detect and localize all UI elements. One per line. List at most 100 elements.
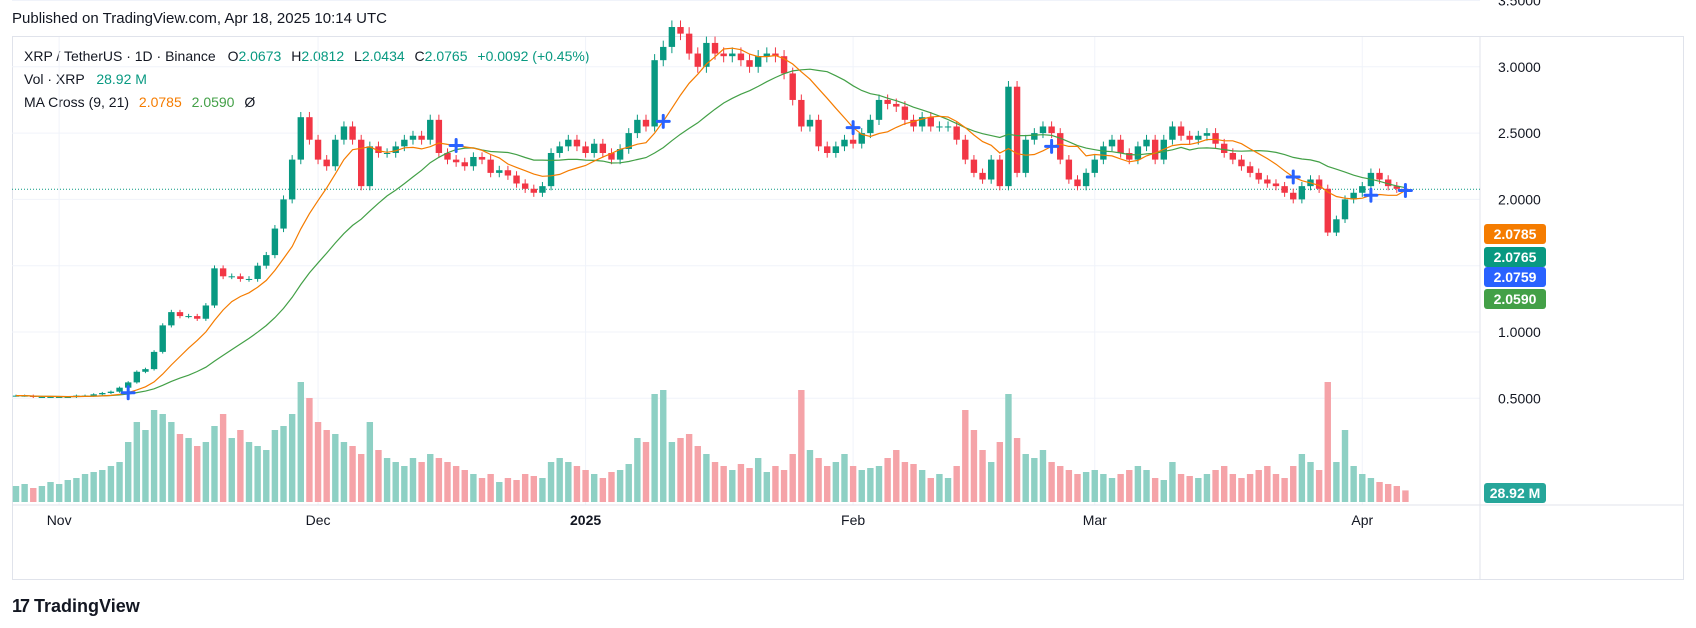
volume-bar [116,462,123,502]
candle-body [660,46,667,61]
candle-body [271,228,279,256]
candle-body [754,56,762,67]
volume-bar [142,430,149,502]
candle-body [297,117,304,160]
legend-volume-value: 28.92 M [96,71,147,87]
candle-body [944,126,952,128]
candle-body [323,159,330,167]
volume-bar [1177,474,1185,502]
ma-cross-markers [120,113,1413,401]
volume-bar [306,398,313,502]
candle-body [1350,192,1357,200]
volume-bar [737,464,745,502]
volume-bar [530,476,537,502]
candle-body [884,99,891,104]
volume-bar [340,442,348,502]
legend-low-label: L [354,48,362,64]
volume-bar [47,482,54,502]
volume-bar [927,478,934,502]
candle-body [263,255,270,266]
volume-bar [81,474,89,502]
volume-bar [1290,466,1297,502]
candle-body [150,351,158,370]
candle-body [1264,179,1271,184]
candle-body [1022,139,1029,173]
ma-fast-line [16,47,1406,398]
candle-body [1100,146,1107,160]
candle-body [133,371,141,383]
volume-bar [996,442,1004,502]
volume-bar [625,464,632,502]
candle-body [565,139,572,147]
tradingview-logo[interactable]: 17 TradingView [12,596,140,617]
volume-bar [461,470,468,502]
legend-volume-label[interactable]: Vol · XRP [24,71,85,87]
candle-body [556,146,563,153]
volume-bar [99,470,106,502]
candle-body [401,139,408,147]
volume-bar [754,458,762,502]
candle-body [737,53,745,61]
candle-body [634,119,641,134]
volume-bar [1005,394,1012,502]
ma-cross-marker [1397,182,1413,198]
volume-bar [444,462,451,502]
volume-bar [504,478,512,502]
candle-body [867,119,874,134]
volume-bar [55,484,63,502]
legend-ma-label[interactable]: MA Cross (9, 21) [24,94,130,110]
volume-bar [185,438,192,502]
candle-body [1384,179,1392,187]
volume-bar [375,450,382,502]
candle-body [47,396,54,398]
volume-bar [435,458,443,502]
volume-bar [918,470,926,502]
candle-body [1333,219,1340,233]
volume-bar [746,468,753,502]
candle-body [427,119,434,140]
volume-bar [953,466,960,502]
candle-body [720,53,727,57]
candle-body [1255,172,1262,180]
legend-ma-hidden-symbol[interactable]: Ø [244,94,256,110]
legend-symbol[interactable]: XRP / TetherUS · 1D · Binance [24,48,216,64]
volume-bar [418,462,425,502]
candle-body [288,159,296,200]
candle-body [573,139,581,147]
candle-body [202,305,210,319]
candle-body [452,159,460,163]
volume-bar [358,454,365,502]
volume-bar [383,458,391,502]
volume-bar [1195,478,1202,502]
candle-body [55,396,63,398]
volume-bar [470,474,477,502]
candle-body [789,73,796,100]
legend-change: +0.0092 (+0.45%) [477,48,590,64]
candle-body [194,316,201,319]
candle-body [806,119,814,127]
volume-bar [944,478,952,502]
candle-body [1091,159,1098,173]
candle-body [849,139,857,144]
legend-volume-row: Vol · XRP 28.92 M [24,71,147,87]
candle-body [711,42,719,54]
volume-bar [824,466,831,502]
candle-body [487,159,494,173]
volume-bar [539,478,546,502]
candle-body [927,117,934,127]
volume-bar [219,414,227,502]
volume-bar [478,478,486,502]
time-axis[interactable]: Nov Dec 2025 Feb Mar Apr [47,512,1374,528]
price-axis[interactable]: 3.50003.00002.50002.00001.50001.00000.50… [1498,0,1541,406]
volume-bar [1100,474,1107,502]
volume-bar [487,474,494,502]
candle-body [970,159,978,173]
candle-body [1117,139,1124,153]
volume-bar [962,410,969,502]
volume-bar [392,462,399,502]
chart-frame [12,36,1684,580]
candle-body [228,276,235,278]
volume-bar [668,442,676,502]
candle-body [90,394,97,396]
